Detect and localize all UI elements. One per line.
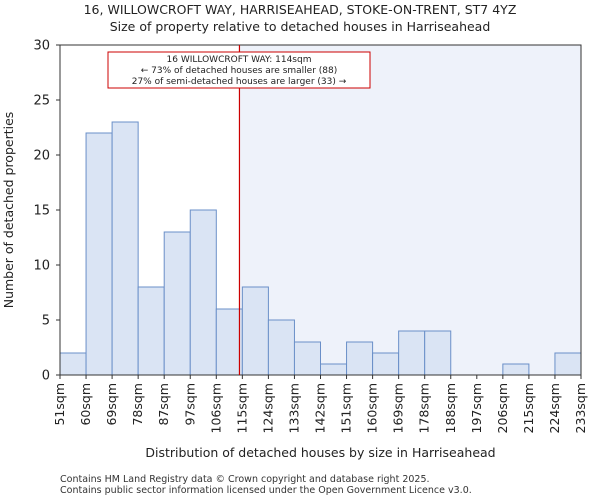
y-tick-label: 5 [42,314,50,329]
y-tick-label: 25 [33,94,50,109]
histogram-bar [85,132,113,376]
x-tick-label: 169sqm [391,383,406,433]
x-tick-label: 233sqm [573,383,588,433]
x-tick-label: 69sqm [104,383,119,426]
x-tick-label: 133sqm [286,383,301,433]
x-tick-label: 224sqm [547,383,562,433]
histogram-bar [111,121,139,376]
x-tick-label: 142sqm [313,383,328,433]
y-tick-label: 10 [33,259,50,274]
x-tick-label: 87sqm [156,383,171,426]
y-tick-label: 20 [33,149,50,164]
chart-subtitle: Size of property relative to detached ho… [109,19,491,34]
y-tick-label: 30 [33,39,50,54]
annotation-line: ← 73% of detached houses are smaller (88… [141,66,338,76]
highlight-region [239,45,581,375]
histogram-bar [267,319,295,376]
annotation-line: 16 WILLOWCROFT WAY: 114sqm [167,55,312,65]
x-tick-label: 97sqm [182,383,197,426]
y-tick-label: 15 [33,204,50,219]
chart-title: 16, WILLOWCROFT WAY, HARRISEAHEAD, STOKE… [83,2,517,17]
histogram-bar [346,341,374,376]
y-axis-label: Number of detached properties [1,112,16,309]
x-tick-label: 197sqm [469,383,484,433]
footer-copyright: Contains HM Land Registry data © Crown c… [60,474,430,485]
y-tick-label: 0 [42,369,50,384]
x-tick-label: 115sqm [234,383,249,433]
histogram-bar [215,308,243,376]
annotation-line: 27% of semi-detached houses are larger (… [132,77,347,87]
x-tick-label: 160sqm [365,383,380,433]
x-tick-label: 60sqm [78,383,93,426]
x-tick-label: 178sqm [417,383,432,433]
histogram-bar [502,363,530,376]
histogram-bar [241,286,269,376]
x-tick-label: 151sqm [339,383,354,433]
x-axis-label: Distribution of detached houses by size … [145,445,495,460]
histogram-bar [424,330,452,376]
histogram-bar [320,363,348,376]
x-tick-label: 215sqm [521,383,536,433]
histogram-bar [398,330,426,376]
histogram-bar [59,352,87,376]
x-tick-label: 106sqm [208,383,223,433]
x-tick-label: 188sqm [443,383,458,433]
histogram-bar [189,209,217,376]
x-tick-label: 124sqm [260,383,275,433]
histogram-bar [554,352,582,376]
annotation-box [107,51,371,89]
histogram-bar [137,286,165,376]
histogram-bar [372,352,400,376]
histogram-bar [293,341,322,376]
x-tick-label: 78sqm [130,383,145,426]
x-tick-label: 206sqm [495,383,510,433]
footer-licence: Contains public sector information licen… [60,485,472,496]
x-tick-label: 51sqm [52,383,67,426]
histogram-bar [163,231,191,376]
